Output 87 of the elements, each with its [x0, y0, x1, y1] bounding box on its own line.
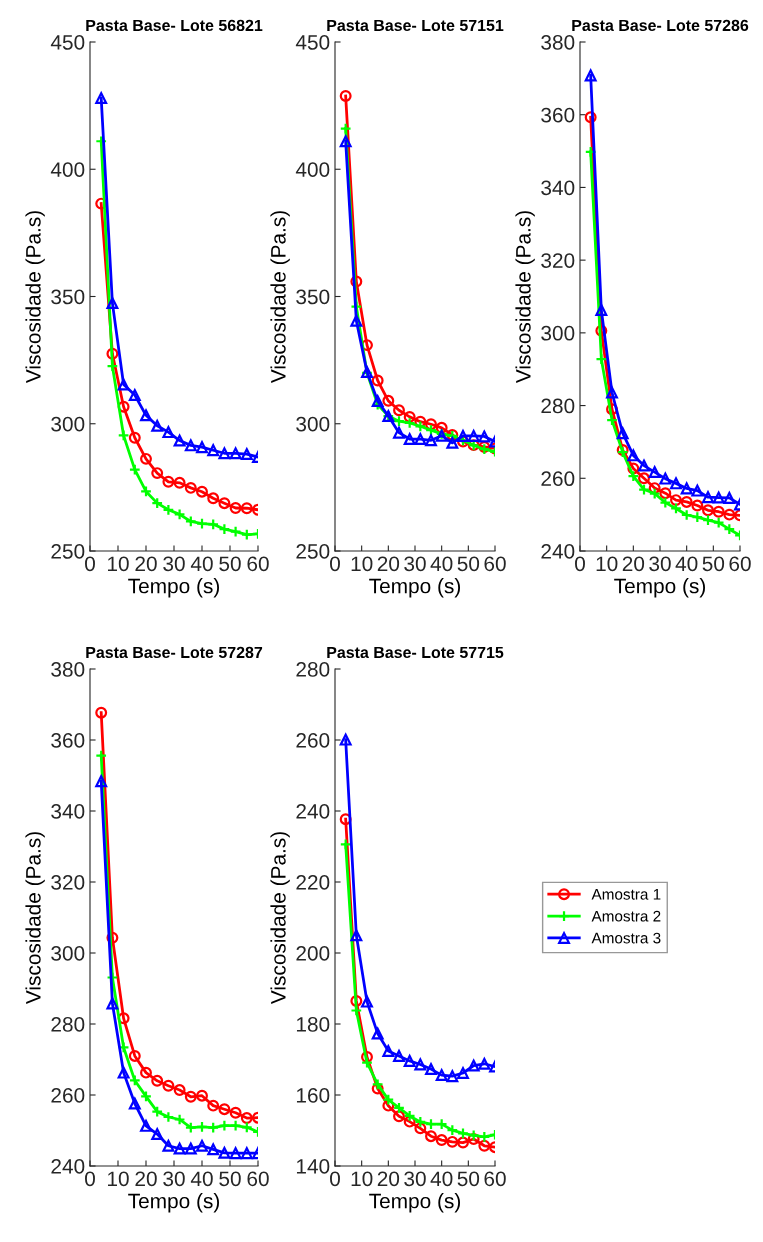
y-tick-label: 200 — [296, 946, 330, 961]
x-tick-label: 60 — [484, 1171, 506, 1187]
x-tick-label: 0 — [575, 556, 585, 572]
chart-title: Pasta Base- Lote 57151 — [327, 19, 504, 32]
y-tick-label: 180 — [296, 1017, 330, 1032]
y-tick-label: 300 — [51, 946, 85, 961]
chart-title: Pasta Base- Lote 57286 — [572, 19, 749, 32]
y-tick-label: 250 — [296, 544, 330, 559]
x-tick-label: 0 — [330, 556, 340, 572]
legend-label: Amostra 3 — [591, 932, 661, 944]
x-axis-title: Tempo (s) — [614, 578, 706, 598]
x-tick-label: 20 — [377, 1171, 400, 1187]
y-axis-title: Viscosidade (Pa.s) — [515, 211, 535, 384]
x-tick-label: 50 — [702, 556, 725, 572]
x-axis-title: Tempo (s) — [128, 578, 220, 598]
x-tick-label: 20 — [622, 556, 645, 572]
x-tick-label: 0 — [330, 1171, 340, 1187]
x-tick-label: 30 — [163, 556, 185, 572]
y-tick-label: 260 — [51, 1088, 85, 1103]
x-tick-label: 40 — [430, 1171, 453, 1187]
y-tick-label: 360 — [51, 733, 85, 748]
x-tick-label: 30 — [649, 556, 671, 572]
y-tick-label: 360 — [541, 107, 575, 123]
y-tick-label: 320 — [541, 253, 575, 268]
x-tick-label: 0 — [85, 556, 95, 572]
x-tick-label: 10 — [596, 556, 618, 572]
x-tick-label: 0 — [85, 1171, 95, 1187]
chart-title: Pasta Base- Lote 57715 — [327, 646, 504, 659]
x-tick-label: 30 — [404, 1171, 426, 1187]
y-tick-label: 280 — [51, 1017, 85, 1032]
chart-title: Pasta Base- Lote 56821 — [86, 19, 263, 32]
x-axis-title: Tempo (s) — [369, 578, 461, 598]
x-tick-label: 20 — [377, 556, 400, 572]
y-tick-label: 320 — [51, 875, 85, 890]
y-tick-label: 450 — [295, 35, 330, 50]
x-tick-label: 60 — [729, 556, 751, 572]
x-tick-label: 10 — [351, 556, 373, 572]
x-tick-label: 50 — [457, 1171, 480, 1187]
chart-title: Pasta Base- Lote 57287 — [86, 646, 263, 659]
y-axis-title: Viscosidade (Pa.s) — [270, 832, 290, 1005]
x-tick-label: 40 — [675, 556, 698, 572]
y-tick-label: 240 — [51, 1159, 85, 1174]
y-tick-label: 340 — [51, 804, 85, 819]
x-tick-label: 50 — [219, 556, 241, 572]
y-tick-label: 240 — [541, 544, 575, 559]
y-axis-title: Viscosidade (Pa.s) — [25, 832, 45, 1005]
x-tick-label: 10 — [351, 1171, 373, 1187]
x-tick-label: 60 — [484, 556, 506, 572]
x-tick-label: 10 — [108, 556, 129, 572]
legend-label: Amostra 2 — [591, 910, 661, 922]
y-tick-label: 280 — [296, 662, 330, 677]
y-tick-label: 400 — [50, 162, 85, 177]
y-axis-title: Viscosidade (Pa.s) — [25, 211, 45, 384]
x-tick-label: 40 — [190, 1171, 213, 1187]
x-tick-label: 20 — [135, 1171, 157, 1187]
y-tick-label: 300 — [296, 416, 330, 432]
x-tick-label: 60 — [247, 1171, 269, 1187]
y-tick-label: 140 — [296, 1159, 330, 1174]
y-tick-label: 380 — [541, 35, 575, 50]
y-axis-title: Viscosidade (Pa.s) — [270, 211, 290, 384]
x-axis-title: Tempo (s) — [128, 1193, 220, 1213]
x-tick-label: 40 — [190, 556, 213, 572]
y-tick-label: 400 — [295, 162, 330, 177]
y-tick-label: 380 — [51, 662, 85, 677]
y-tick-label: 450 — [50, 35, 85, 50]
x-tick-label: 50 — [457, 556, 480, 572]
y-tick-label: 260 — [296, 733, 330, 748]
y-tick-label: 280 — [541, 398, 575, 414]
y-tick-label: 240 — [296, 804, 330, 819]
x-tick-label: 10 — [108, 1171, 129, 1187]
x-tick-label: 30 — [163, 1171, 185, 1187]
y-tick-label: 340 — [541, 180, 575, 196]
y-tick-label: 300 — [541, 325, 575, 341]
x-tick-label: 50 — [219, 1171, 241, 1187]
x-tick-label: 60 — [247, 556, 269, 572]
y-tick-label: 260 — [541, 471, 575, 487]
y-tick-label: 220 — [296, 875, 330, 890]
y-tick-label: 250 — [51, 544, 85, 559]
y-tick-label: 300 — [51, 416, 85, 432]
x-tick-label: 30 — [404, 556, 426, 572]
x-tick-label: 20 — [135, 556, 157, 572]
y-tick-label: 350 — [51, 289, 85, 305]
y-tick-label: 160 — [296, 1088, 330, 1103]
x-axis-title: Tempo (s) — [369, 1193, 461, 1213]
x-tick-label: 40 — [430, 556, 453, 572]
y-tick-label: 350 — [296, 289, 330, 305]
legend-label: Amostra 1 — [591, 889, 661, 900]
